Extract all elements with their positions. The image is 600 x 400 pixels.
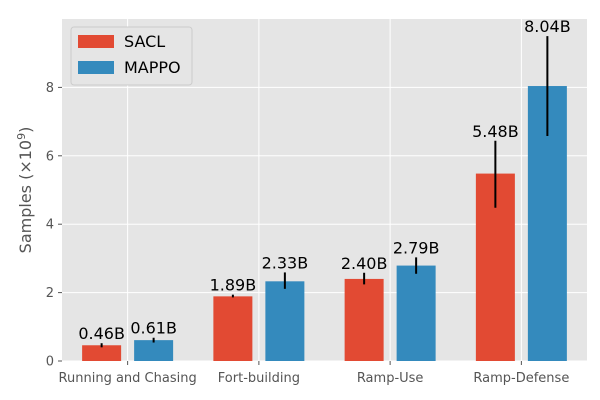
- data-label-sacl: 1.89B: [210, 276, 257, 295]
- data-label-sacl: 5.48B: [472, 122, 519, 141]
- bar-sacl: [344, 278, 384, 361]
- x-tick-label: Ramp-Defense: [473, 371, 569, 386]
- legend: SACL MAPPO: [70, 26, 193, 86]
- y-tick-label: 6: [46, 149, 54, 164]
- x-tick-label: Running and Chasing: [59, 371, 197, 386]
- data-label-mappo: 8.04B: [524, 17, 571, 36]
- y-tick-label: 0: [46, 355, 54, 370]
- data-label-sacl: 0.46B: [78, 324, 125, 343]
- x-axis-ticks: Running and Chasing Fort-building Ramp-Use…: [59, 361, 569, 386]
- x-tick-label: Ramp-Use: [357, 371, 424, 386]
- y-axis-label: Samples (×109): [15, 127, 35, 254]
- bar-mappo: [265, 281, 305, 361]
- bar-sacl: [213, 296, 253, 361]
- data-labels-group: 0.46B 0.61B 1.89B 2.33B 2.40B 2.79B 5.48B 8.04B: [78, 17, 570, 343]
- bar-mappo: [134, 340, 174, 361]
- y-axis-label-exponent: 9: [15, 133, 28, 140]
- legend-label-sacl: SACL: [124, 32, 165, 51]
- x-tick-label: Fort-building: [218, 371, 300, 386]
- data-label-mappo: 2.79B: [393, 238, 440, 257]
- legend-swatch-sacl: [78, 35, 114, 48]
- data-label-sacl: 2.40B: [341, 254, 388, 273]
- legend-swatch-mappo: [78, 61, 114, 74]
- data-label-mappo: 2.33B: [262, 253, 309, 272]
- y-axis-ticks: 0 2 4 6 8: [46, 81, 62, 370]
- data-label-mappo: 0.61B: [130, 319, 177, 338]
- y-tick-label: 4: [46, 218, 54, 233]
- y-tick-label: 8: [46, 81, 54, 96]
- y-tick-label: 2: [46, 286, 54, 301]
- bars-group: [82, 86, 567, 362]
- bar-sacl: [82, 345, 122, 361]
- error-bars-group: [100, 36, 549, 348]
- legend-label-mappo: MAPPO: [124, 58, 181, 77]
- bar-mappo: [396, 265, 436, 361]
